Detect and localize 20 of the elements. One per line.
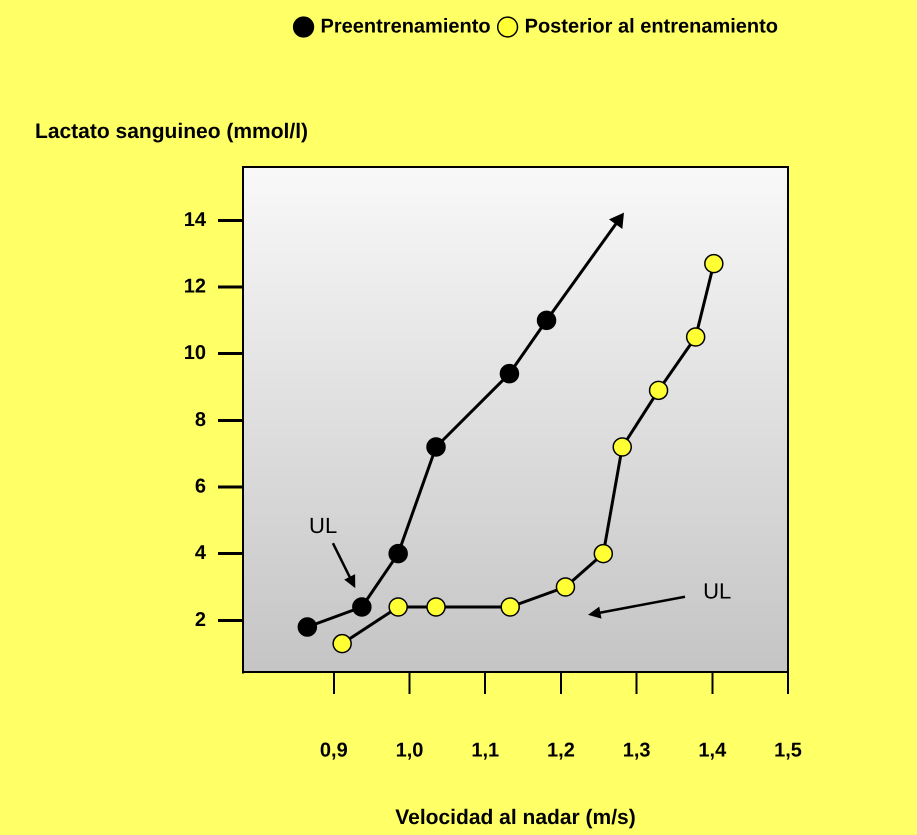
x-tick-label: 1,3 [622,740,651,762]
x-tick-label: 1,2 [547,740,575,762]
y-tick-label: 12 [184,276,206,298]
x-tick-label: 1,0 [396,740,424,762]
y-tick-label: 8 [194,408,206,431]
legend-label: Posterior al entrenamiento [524,16,778,38]
y-tick-label: 14 [184,208,207,231]
x-tick-label: 1,1 [471,740,500,762]
annotation: UL [703,578,732,604]
y-axis-title: Lactato sanguineo (mmol/l) [35,120,308,143]
x-tick-label: 1,4 [698,740,728,762]
x-tick-label: 0,9 [320,740,348,762]
legend-label: Preentrenamiento [320,16,491,38]
y-tick-label: 4 [194,542,207,564]
x-axis-title: Velocidad al nadar (m/s) [395,806,636,830]
x-tick-label: 1,5 [774,740,802,762]
y-tick-label: 2 [194,608,206,631]
annotation: UL [309,513,338,538]
y-tick-label: 6 [194,476,206,498]
y-tick-label: 10 [184,342,206,364]
